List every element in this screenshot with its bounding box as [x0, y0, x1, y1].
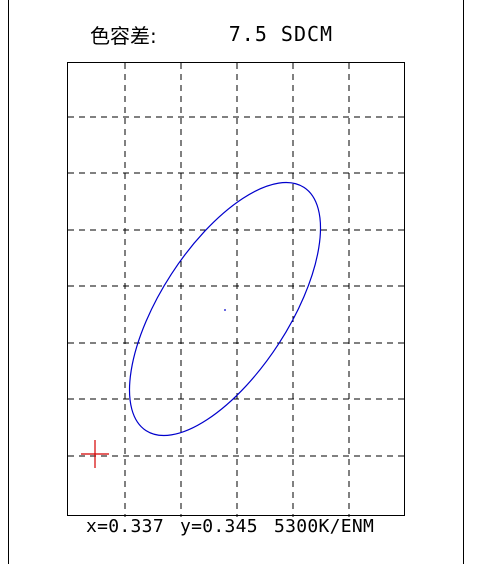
y-coordinate-text: y=0.345 — [179, 516, 258, 537]
x-coordinate-text: x=0.337 — [86, 516, 164, 537]
chromaticity-readout: x=0.337 y=0.345 5300K/ENM — [86, 516, 374, 540]
color-tolerance-label: 色容差: — [90, 23, 157, 48]
sdcm-value: 7.5 SDCM — [228, 22, 334, 46]
color-tolerance-title: 色容差: 7.5 SDCM — [90, 18, 450, 50]
measured-point-marker — [81, 440, 109, 468]
panel-left-border — [8, 0, 9, 564]
panel-right-border — [463, 0, 464, 564]
chromaticity-plot — [67, 62, 406, 517]
cct-text: 5300K/ENM — [273, 516, 375, 537]
chromaticity-plot-svg — [68, 63, 406, 517]
tolerance-ellipse — [128, 181, 322, 437]
ellipse-center-point — [224, 309, 226, 311]
